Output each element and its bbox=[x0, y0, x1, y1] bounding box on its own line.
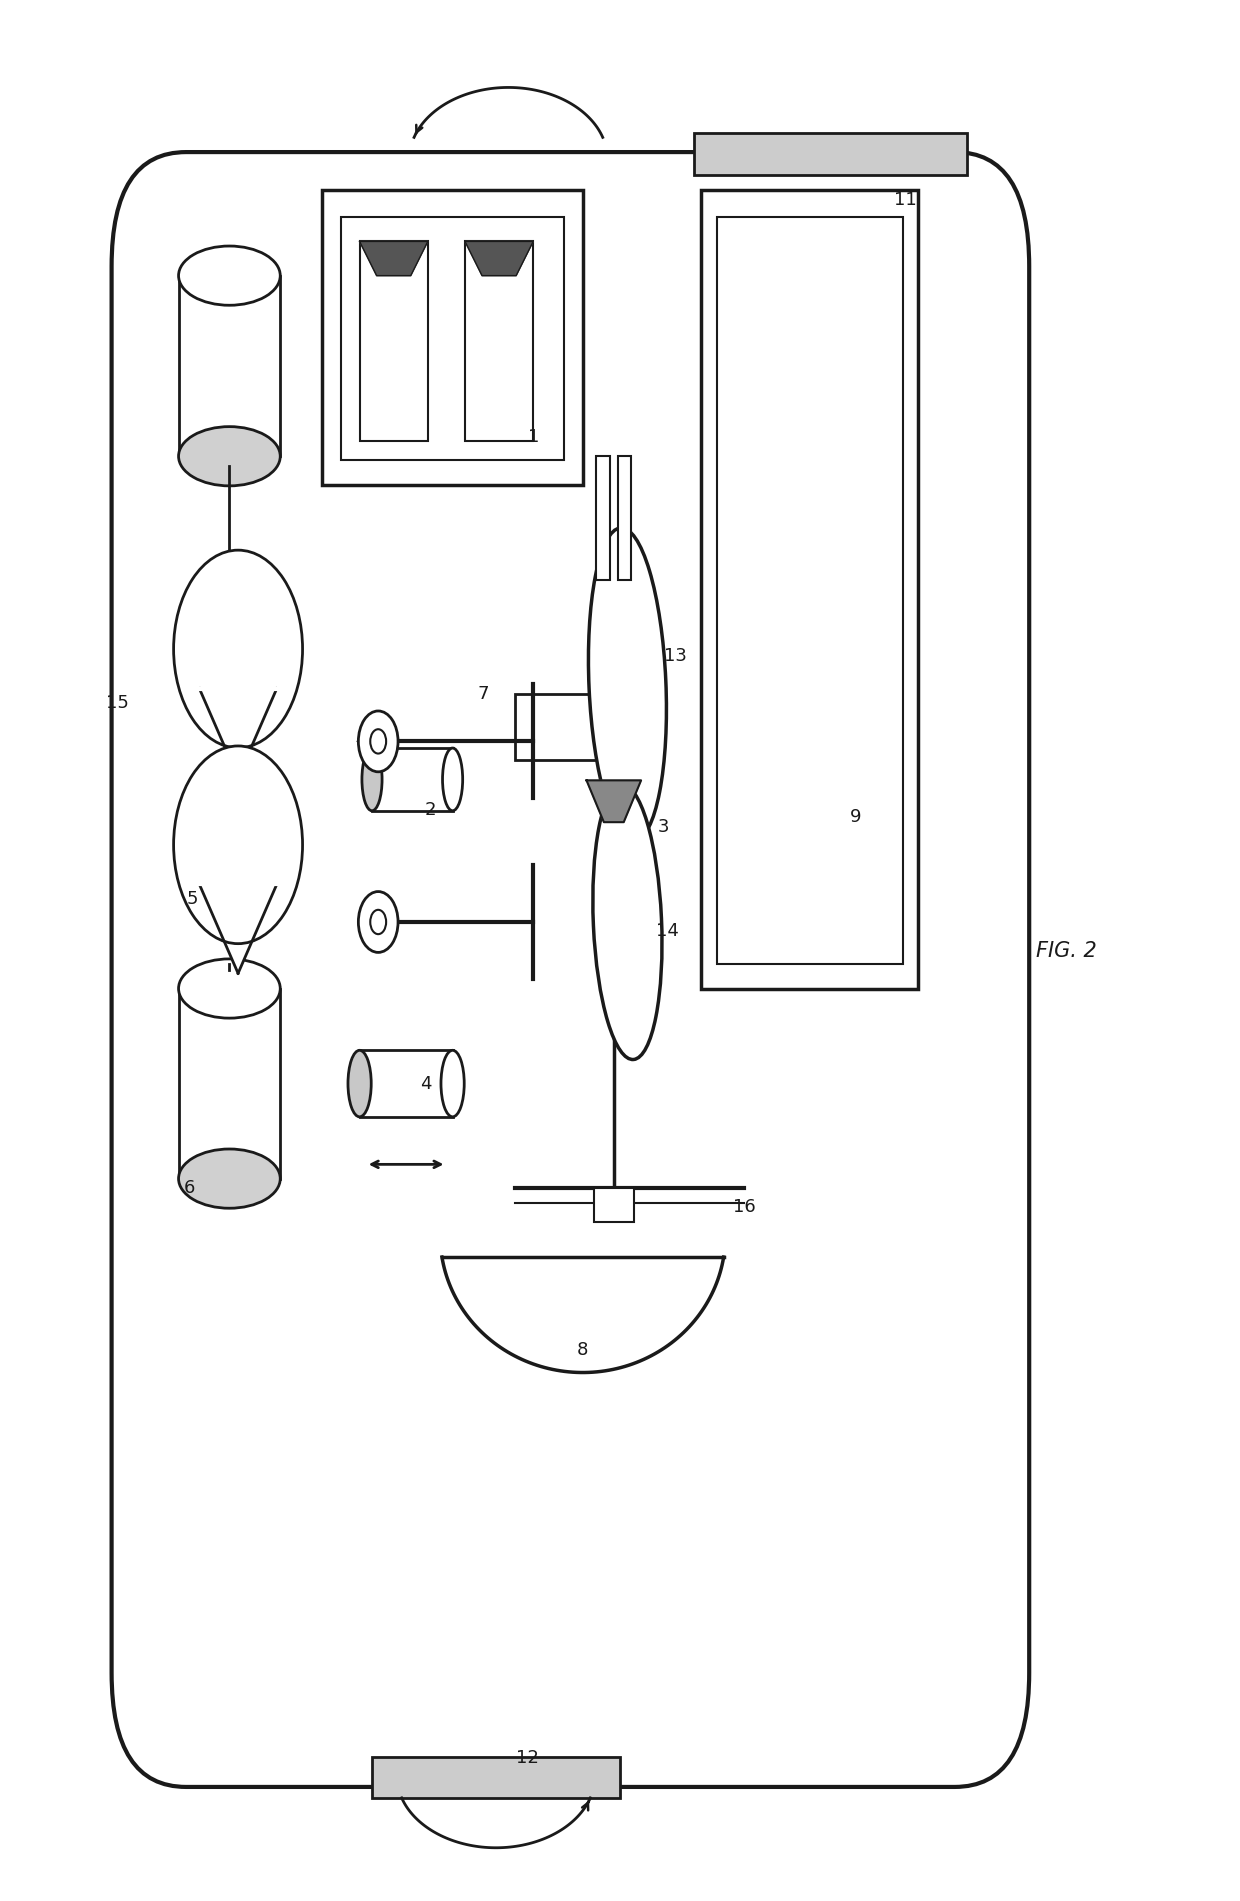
Polygon shape bbox=[587, 779, 641, 821]
Ellipse shape bbox=[179, 1148, 280, 1209]
Circle shape bbox=[371, 911, 386, 933]
FancyBboxPatch shape bbox=[112, 152, 1029, 1787]
Text: 12: 12 bbox=[516, 1749, 538, 1768]
Bar bbox=[360, 1049, 453, 1118]
Text: 2: 2 bbox=[424, 800, 436, 819]
Ellipse shape bbox=[179, 426, 280, 487]
Text: 15: 15 bbox=[107, 694, 129, 713]
Ellipse shape bbox=[348, 1049, 371, 1118]
Polygon shape bbox=[200, 688, 277, 778]
Text: 8: 8 bbox=[577, 1340, 589, 1359]
Text: 9: 9 bbox=[849, 808, 862, 827]
Bar bbox=[341, 217, 564, 460]
Polygon shape bbox=[360, 241, 428, 276]
Ellipse shape bbox=[593, 785, 662, 1059]
Text: 5: 5 bbox=[186, 890, 198, 909]
Text: 13: 13 bbox=[665, 646, 687, 665]
Polygon shape bbox=[465, 241, 533, 276]
Bar bbox=[701, 190, 918, 989]
Bar bbox=[717, 217, 903, 964]
Circle shape bbox=[174, 745, 303, 943]
Bar bbox=[465, 241, 533, 441]
Ellipse shape bbox=[179, 958, 280, 1019]
Ellipse shape bbox=[441, 1049, 464, 1118]
Bar bbox=[694, 133, 967, 175]
Ellipse shape bbox=[589, 528, 666, 840]
Bar bbox=[372, 747, 453, 810]
Text: 11: 11 bbox=[894, 190, 916, 209]
Text: 16: 16 bbox=[733, 1198, 755, 1217]
Bar bbox=[322, 190, 583, 485]
Text: FIG. 2: FIG. 2 bbox=[1037, 941, 1096, 960]
Text: 3: 3 bbox=[657, 817, 670, 836]
Text: 7: 7 bbox=[477, 684, 490, 703]
Ellipse shape bbox=[179, 245, 280, 306]
Bar bbox=[594, 1188, 634, 1222]
Bar bbox=[179, 276, 280, 456]
Bar bbox=[515, 694, 657, 760]
Text: 14: 14 bbox=[656, 922, 678, 941]
Circle shape bbox=[358, 711, 398, 772]
Text: 1: 1 bbox=[527, 428, 539, 447]
Circle shape bbox=[371, 730, 386, 753]
Bar bbox=[596, 456, 610, 580]
Text: 4: 4 bbox=[419, 1074, 432, 1093]
Text: 6: 6 bbox=[184, 1179, 196, 1198]
Ellipse shape bbox=[443, 747, 463, 810]
Bar bbox=[372, 1757, 620, 1798]
Polygon shape bbox=[200, 884, 277, 973]
Circle shape bbox=[174, 549, 303, 747]
Bar bbox=[618, 456, 631, 580]
Bar bbox=[179, 989, 280, 1179]
Ellipse shape bbox=[362, 747, 382, 810]
Bar bbox=[360, 241, 428, 441]
Circle shape bbox=[358, 892, 398, 952]
